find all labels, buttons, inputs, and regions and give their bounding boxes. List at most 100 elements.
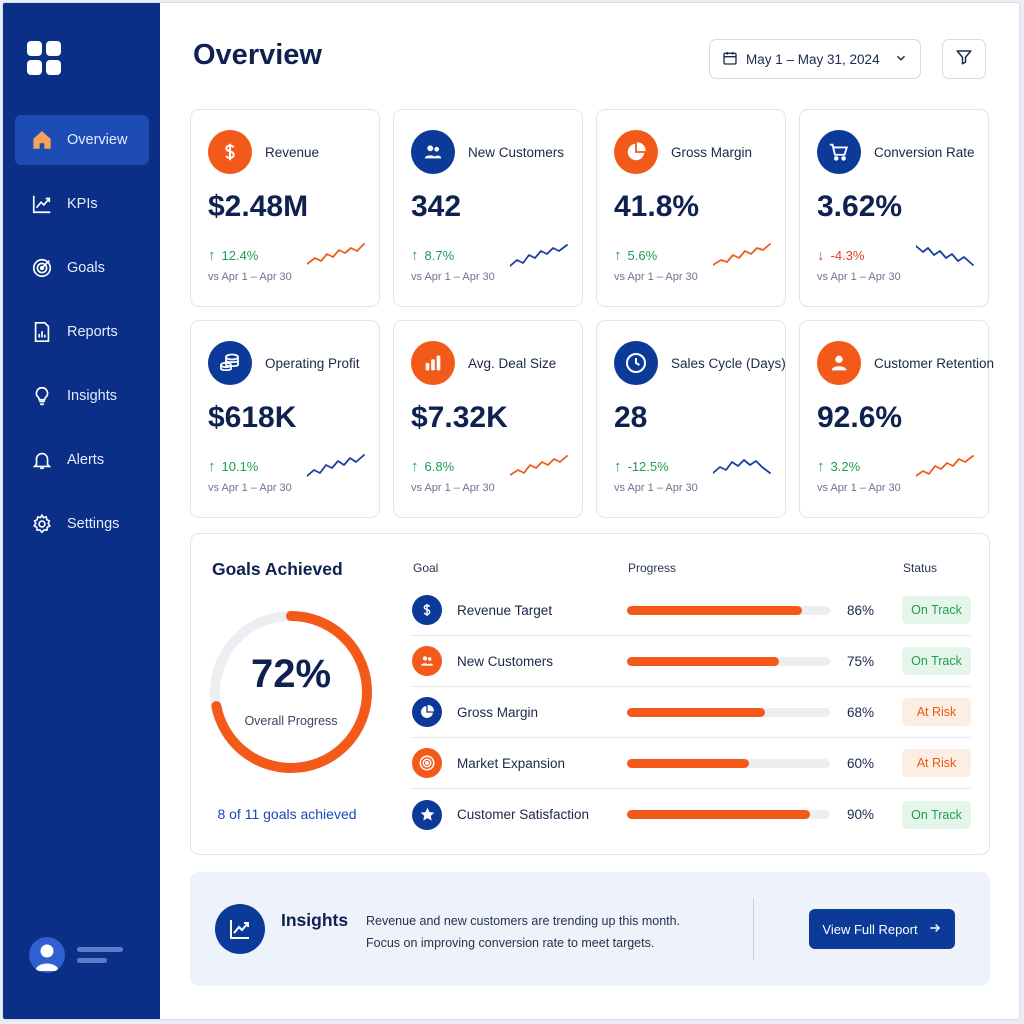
insights-banner: Insights Revenue and new customers are t… — [190, 872, 990, 986]
status-badge: On Track — [902, 596, 971, 624]
kpi-card-gross-margin[interactable]: Gross Margin 41.8% ↑ 5.6% vs Apr 1 – Apr 30 — [596, 109, 786, 307]
progress-bar — [627, 810, 830, 819]
sidebar-item-overview[interactable]: Overview — [15, 115, 149, 165]
sidebar-item-label: Alerts — [67, 452, 105, 468]
target-icon — [31, 257, 53, 279]
progress-bar-fill — [627, 758, 749, 768]
pie-chart-icon — [412, 697, 442, 727]
kpi-delta-value: 3.2% — [830, 459, 861, 474]
progress-percent: 90% — [847, 807, 875, 822]
sparkline-path — [916, 245, 974, 266]
status-badge: On Track — [902, 800, 971, 829]
kpi-delta-value: 6.8% — [424, 459, 455, 474]
overall-progress-value: 72% — [250, 652, 332, 696]
filter-icon — [955, 48, 973, 71]
sparkline — [916, 245, 974, 266]
sparkline-path — [916, 455, 974, 477]
user-profile[interactable] — [29, 937, 123, 973]
kpi-delta-value: 10.1% — [221, 459, 259, 474]
kpi-comparison-period: vs Apr 1 – Apr 30 — [208, 271, 292, 283]
goal-name: Gross Margin — [457, 704, 539, 720]
kpi-label: Operating Profit — [265, 356, 360, 371]
table-row[interactable]: Gross Margin 68% At Risk — [411, 687, 971, 738]
column-header-goal: Goal — [413, 561, 439, 575]
app-logo-icon[interactable] — [27, 41, 61, 75]
column-header-progress: Progress — [628, 561, 677, 575]
sidebar-item-goals[interactable]: Goals — [15, 243, 149, 293]
profile-placeholder-lines — [77, 941, 123, 969]
kpi-label: Revenue — [265, 145, 320, 160]
users-icon — [412, 646, 442, 676]
kpi-label: Gross Margin — [671, 145, 753, 160]
date-range-picker[interactable]: May 1 – May 31, 2024 — [709, 39, 921, 79]
sidebar-item-kpis[interactable]: KPIs — [15, 179, 149, 229]
kpi-value: $7.32K — [411, 401, 508, 434]
table-row[interactable]: Revenue Target 86% On Track — [411, 585, 971, 636]
goal-name: Customer Satisfaction — [457, 807, 590, 822]
sparkline — [510, 244, 568, 267]
filter-button[interactable] — [942, 39, 986, 79]
progress-percent: 60% — [847, 755, 875, 771]
sidebar-item-reports[interactable]: Reports — [15, 307, 149, 357]
kpi-card-sales-cycle-days[interactable]: Sales Cycle (Days) 28 ↑ -12.5% vs Apr 1 – Ap… — [596, 320, 786, 518]
insights-line: Focus on improving conversion rate to me… — [366, 936, 655, 950]
bell-icon — [31, 449, 53, 471]
kpi-comparison-period: vs Apr 1 – Apr 30 — [817, 271, 901, 283]
kpi-card-revenue[interactable]: Revenue $2.48M ↑ 12.4% vs Apr 1 – Apr 30 — [190, 109, 380, 307]
kpi-card-customer-retention[interactable]: Customer Retention 92.6% ↑ 3.2% vs Apr 1 – A… — [799, 320, 994, 518]
goal-name: Market Expansion — [457, 755, 566, 771]
kpi-value: 41.8% — [614, 190, 700, 223]
progress-bar — [627, 758, 830, 768]
kpi-value: $618K — [208, 401, 297, 434]
status-badge: At Risk — [902, 749, 971, 777]
kpi-delta-value: -12.5% — [627, 459, 669, 474]
kpi-label: Conversion Rate — [874, 145, 975, 160]
progress-bar-fill — [627, 707, 766, 717]
trend-icon — [31, 193, 53, 215]
sidebar: Overview KPIs Goals Reports — [3, 3, 160, 1019]
table-row[interactable]: Customer Satisfaction 90% On Track — [411, 789, 971, 840]
kpi-label: Sales Cycle (Days) — [671, 356, 786, 371]
sparkline-path — [307, 243, 365, 265]
sparkline-path — [713, 459, 771, 474]
sparkline — [916, 455, 974, 477]
kpi-comparison-period: vs Apr 1 – Apr 30 — [208, 482, 292, 494]
sidebar-item-alerts[interactable]: Alerts — [15, 435, 149, 485]
gear-icon — [31, 513, 53, 535]
dollar-icon — [412, 595, 442, 625]
sidebar-item-settings[interactable]: Settings — [15, 499, 149, 549]
sidebar-item-label: Goals — [67, 260, 105, 276]
kpi-card-operating-profit[interactable]: Operating Profit $618K ↑ 10.1% vs Apr 1 – Ap… — [190, 320, 380, 518]
progress-bar — [627, 605, 830, 615]
kpi-card-conversion-rate[interactable]: Conversion Rate 3.62% ↓ -4.3% vs Apr 1 – Apr… — [799, 109, 989, 307]
kpi-label: Avg. Deal Size — [468, 356, 557, 371]
progress-percent: 68% — [847, 704, 875, 720]
table-row[interactable]: Market Expansion 60% At Risk — [411, 738, 971, 789]
kpi-card-new-customers[interactable]: New Customers 342 ↑ 8.7% vs Apr 1 – Apr 30 — [393, 109, 583, 307]
kpi-card-grid: Revenue $2.48M ↑ 12.4% vs Apr 1 – Apr 30 New … — [190, 109, 994, 518]
target-icon — [412, 748, 442, 778]
donut-progress-arc — [210, 611, 372, 773]
sidebar-item-label: Settings — [67, 516, 120, 532]
kpi-value: 3.62% — [817, 190, 903, 223]
kpi-delta: ↑ 12.4% — [208, 247, 258, 264]
kpi-delta: ↓ -4.3% — [817, 247, 864, 264]
status-badge: On Track — [902, 647, 971, 675]
arrow-up-icon: ↑ — [208, 247, 216, 264]
lightbulb-icon — [31, 385, 53, 407]
view-full-report-button[interactable]: View Full Report — [809, 909, 955, 949]
overall-progress-donut — [210, 611, 372, 773]
kpi-comparison-period: vs Apr 1 – Apr 30 — [411, 271, 495, 283]
person-icon — [817, 341, 861, 385]
table-row[interactable]: New Customers 75% On Track — [411, 636, 971, 687]
sparkline — [713, 243, 771, 266]
goals-title: Goals Achieved — [212, 559, 343, 579]
sidebar-item-label: Reports — [67, 324, 118, 340]
goals-panel: Goals Achieved 72% Overall Progress 8 of… — [190, 533, 990, 855]
trend-icon — [215, 904, 265, 954]
date-range-text: May 1 – May 31, 2024 — [746, 51, 880, 67]
kpi-card-avg-deal-size[interactable]: Avg. Deal Size $7.32K ↑ 6.8% vs Apr 1 – Apr … — [393, 320, 583, 518]
avatar[interactable] — [29, 937, 65, 973]
arrow-right-icon — [928, 921, 942, 938]
sidebar-item-insights[interactable]: Insights — [15, 371, 149, 421]
